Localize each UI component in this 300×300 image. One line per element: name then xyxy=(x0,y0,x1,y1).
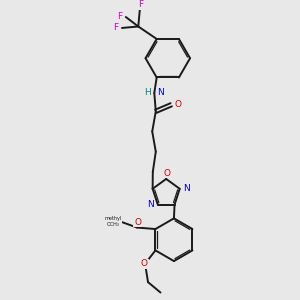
Text: O: O xyxy=(141,259,148,268)
Text: O: O xyxy=(174,100,181,109)
Text: methyl
OCH₃: methyl OCH₃ xyxy=(104,216,122,227)
Text: N: N xyxy=(184,184,190,193)
Text: O: O xyxy=(163,169,170,178)
Text: O: O xyxy=(134,218,141,227)
Text: H: H xyxy=(144,88,151,97)
Text: F: F xyxy=(138,0,143,9)
Text: F: F xyxy=(117,12,122,21)
Text: N: N xyxy=(147,200,154,208)
Text: N: N xyxy=(157,88,164,97)
Text: F: F xyxy=(113,23,118,32)
